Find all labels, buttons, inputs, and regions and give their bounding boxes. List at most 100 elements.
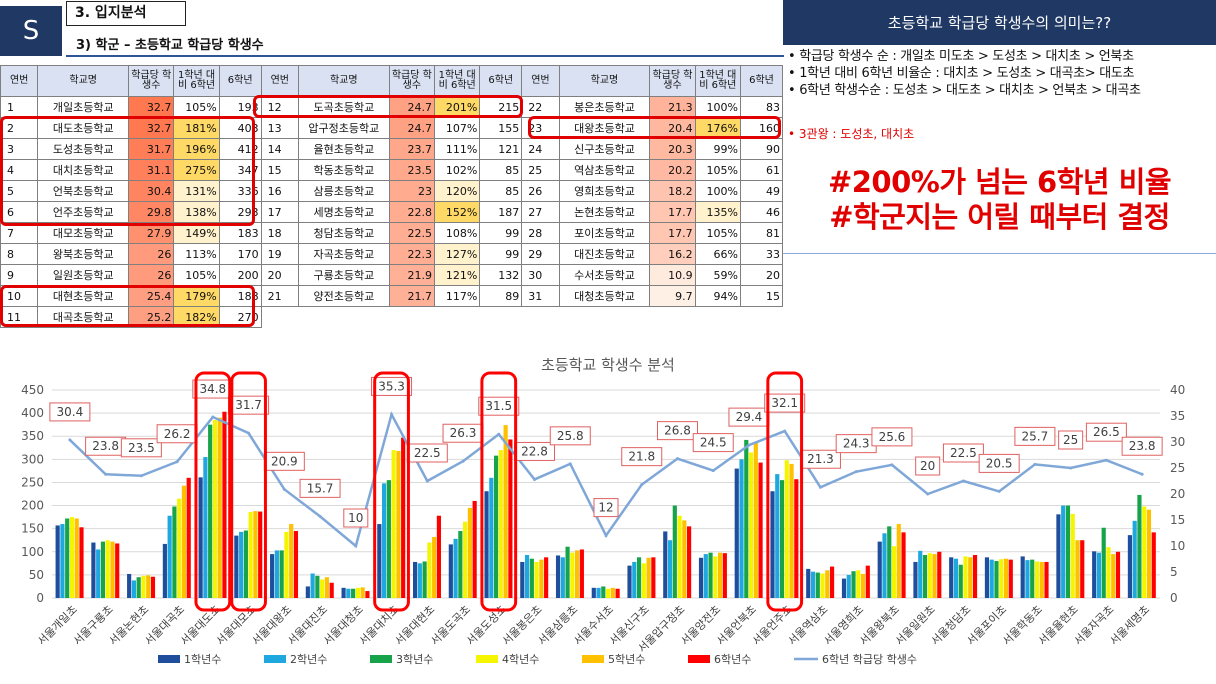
table-cell: 22 bbox=[521, 96, 560, 118]
data-label: 25.8 bbox=[557, 429, 584, 443]
table-cell: 99 bbox=[479, 222, 523, 244]
table-cell: 105% bbox=[173, 264, 220, 286]
y-left-tick-label: 300 bbox=[21, 452, 44, 466]
chart-bar bbox=[162, 543, 167, 598]
chart-bar bbox=[1056, 514, 1061, 598]
table-cell: 275% bbox=[173, 159, 220, 181]
chart-bar bbox=[596, 587, 601, 598]
chart-bar bbox=[1020, 556, 1025, 598]
chart-bar bbox=[913, 561, 918, 598]
data-label-box bbox=[915, 456, 941, 476]
table-cell bbox=[522, 307, 559, 328]
data-label: 25 bbox=[1063, 433, 1078, 447]
chart-bar bbox=[324, 577, 329, 598]
table-cell: 20.2 bbox=[649, 159, 696, 181]
table-cell: 18.2 bbox=[649, 180, 696, 202]
chart-bar bbox=[846, 574, 851, 598]
data-label: 20 bbox=[920, 459, 935, 473]
data-label: 21.3 bbox=[807, 452, 834, 466]
chart-bar bbox=[355, 587, 360, 598]
chart-bar bbox=[243, 530, 248, 598]
chart-bar bbox=[382, 483, 387, 598]
table-cell: 9 bbox=[0, 264, 39, 286]
student-chart: 초등학교 학생수 분석 0 50 100 150 200 250 300 350 400 450 0 5… bbox=[21, 356, 1185, 666]
table-cell: 25.2 bbox=[128, 306, 175, 328]
chart-bar bbox=[734, 468, 739, 598]
chart-bar bbox=[810, 571, 816, 598]
chart-bar bbox=[386, 480, 391, 598]
table-cell: 14 bbox=[260, 138, 300, 160]
legend-label: 6학년 학급당 학생수 bbox=[822, 653, 917, 666]
table-highlight-box bbox=[253, 95, 523, 118]
table-cell: 155 bbox=[479, 117, 523, 139]
table-header-cell: 학급당 학생수 bbox=[388, 65, 436, 97]
table-cell: 94% bbox=[694, 285, 741, 307]
data-label: 22.5 bbox=[414, 446, 441, 460]
line-point bbox=[533, 477, 537, 481]
chart-bar bbox=[687, 526, 692, 598]
line-point bbox=[425, 479, 429, 483]
data-label-box bbox=[1014, 426, 1056, 446]
chart-bar bbox=[958, 564, 963, 598]
table-cell: 49 bbox=[739, 180, 784, 202]
table-cell: 23 bbox=[388, 180, 436, 202]
table-cell: 66% bbox=[694, 243, 741, 265]
table-cell: 27 bbox=[521, 201, 560, 223]
table-row: 5 언북초등학교 30.4 131% 336 16 삼릉초등학교 23 120% 85 26 영희초등… bbox=[0, 180, 784, 202]
table-cell: 85 bbox=[479, 180, 523, 202]
chart-bar bbox=[167, 515, 172, 598]
chart-bar bbox=[472, 500, 477, 598]
table-cell: 108% bbox=[433, 222, 481, 244]
chart-bar bbox=[346, 588, 351, 598]
table-cell bbox=[435, 307, 480, 328]
chart-bar bbox=[829, 566, 835, 598]
legend-label: 5학년수 bbox=[608, 653, 645, 666]
chart-bar bbox=[1146, 509, 1152, 598]
table-cell: 영희초등학교 bbox=[558, 180, 651, 202]
table-highlight-box bbox=[0, 285, 255, 327]
table-header-cell: 6학년 bbox=[218, 65, 262, 97]
data-label: 26.8 bbox=[664, 424, 691, 438]
table-cell: 113% bbox=[173, 243, 220, 265]
chart-bar bbox=[222, 411, 227, 598]
table-cell: 20.3 bbox=[649, 138, 696, 160]
chart-bar bbox=[896, 524, 901, 598]
data-label-box bbox=[343, 508, 369, 528]
chart-bar bbox=[1065, 505, 1071, 598]
data-label: 21.8 bbox=[628, 450, 655, 464]
table-cell: 59% bbox=[694, 264, 741, 286]
chart-bar bbox=[636, 557, 642, 598]
line-point bbox=[604, 534, 608, 538]
table-cell: 24 bbox=[521, 138, 560, 160]
chart-bar bbox=[984, 557, 990, 598]
chart-bar bbox=[412, 561, 418, 598]
chart-bar bbox=[784, 460, 789, 598]
table-cell: 17.7 bbox=[649, 201, 696, 223]
chart-bar bbox=[794, 479, 799, 598]
chart-bar bbox=[320, 579, 325, 598]
chart-bar bbox=[601, 586, 606, 598]
chart-bar bbox=[865, 565, 870, 598]
data-label: 23.8 bbox=[92, 439, 119, 453]
data-label-box bbox=[656, 421, 698, 441]
chart-bar bbox=[494, 455, 499, 598]
chart-bar bbox=[1039, 561, 1044, 598]
chart-bar bbox=[887, 526, 892, 598]
table-cell: 90 bbox=[739, 138, 784, 160]
chart-bar bbox=[365, 591, 370, 598]
chart-bar bbox=[65, 518, 70, 598]
table-cell: 102% bbox=[433, 159, 481, 181]
data-label: 32.1 bbox=[771, 396, 798, 410]
table-cell: 언북초등학교 bbox=[37, 180, 130, 202]
table-header-cell: 연번 bbox=[0, 65, 39, 97]
chart-bar bbox=[770, 491, 775, 598]
table-cell: 21.3 bbox=[649, 96, 696, 118]
chart-bar bbox=[968, 557, 973, 598]
chart-bar bbox=[615, 588, 620, 598]
chart-bar bbox=[436, 515, 441, 598]
data-label: 12 bbox=[598, 501, 613, 515]
table-cell: 언주초등학교 bbox=[37, 201, 130, 223]
chart-bar bbox=[60, 524, 65, 598]
line-point bbox=[318, 514, 322, 518]
chart-bar bbox=[489, 477, 494, 598]
